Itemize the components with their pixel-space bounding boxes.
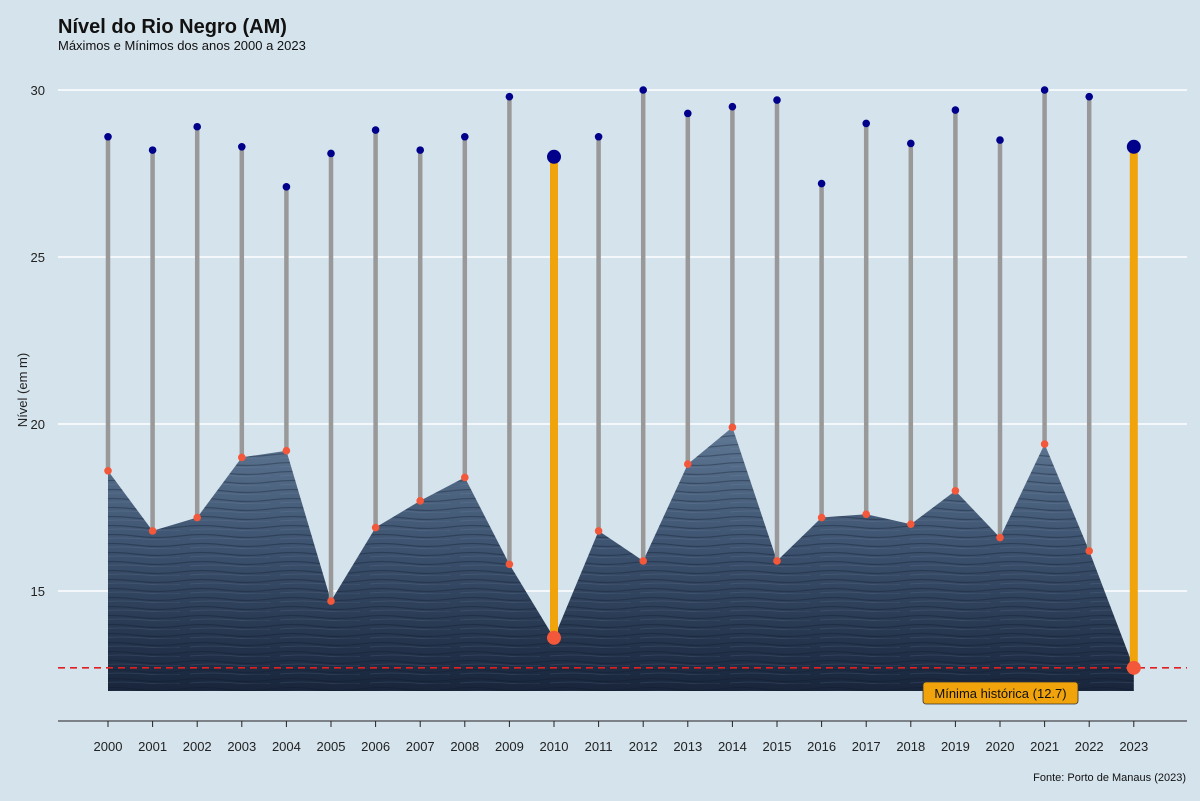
y-tick-label-30: 30 bbox=[31, 83, 45, 98]
x-tick-label-2014: 2014 bbox=[718, 739, 747, 754]
x-tick-label-2010: 2010 bbox=[540, 739, 569, 754]
min-point-2008 bbox=[461, 473, 469, 482]
x-tick-label-2017: 2017 bbox=[852, 739, 881, 754]
min-point-2006 bbox=[371, 523, 380, 532]
max-point-2018 bbox=[907, 139, 915, 148]
max-point-2010 bbox=[547, 149, 561, 164]
max-point-2006 bbox=[371, 126, 380, 134]
max-point-2004 bbox=[282, 183, 291, 191]
x-tick-label-2012: 2012 bbox=[629, 739, 658, 754]
x-tick-label-2018: 2018 bbox=[896, 739, 925, 754]
min-point-2016 bbox=[817, 513, 826, 522]
max-point-2016 bbox=[817, 179, 826, 188]
x-tick-label-2007: 2007 bbox=[406, 739, 435, 754]
min-point-2022 bbox=[1085, 547, 1093, 555]
points bbox=[104, 86, 1141, 675]
y-tick-label-15: 15 bbox=[31, 584, 45, 599]
min-point-2015 bbox=[773, 557, 781, 565]
min-point-2013 bbox=[684, 460, 692, 468]
max-point-2019 bbox=[951, 106, 960, 114]
max-point-2002 bbox=[193, 122, 201, 131]
x-tick-label-2005: 2005 bbox=[317, 739, 346, 754]
max-point-2012 bbox=[639, 86, 647, 94]
max-point-2008 bbox=[461, 132, 469, 141]
x-tick-label-2000: 2000 bbox=[94, 739, 123, 754]
x-tick-label-2015: 2015 bbox=[763, 739, 792, 754]
x-tick-label-2023: 2023 bbox=[1119, 739, 1148, 754]
min-point-2011 bbox=[594, 527, 603, 535]
min-point-2017 bbox=[862, 510, 870, 518]
x-tick-label-2016: 2016 bbox=[807, 739, 836, 754]
x-tick-label-2020: 2020 bbox=[986, 739, 1015, 754]
min-point-2001 bbox=[148, 527, 157, 535]
x-tick-label-2022: 2022 bbox=[1075, 739, 1104, 754]
min-point-2005 bbox=[327, 597, 335, 605]
water-texture bbox=[108, 427, 1134, 691]
chart-subtitle: Máximos e Mínimos dos anos 2000 a 2023 bbox=[58, 38, 306, 53]
min-point-2010 bbox=[547, 630, 561, 645]
max-point-2023 bbox=[1126, 139, 1141, 154]
min-point-2003 bbox=[238, 453, 246, 462]
min-point-2018 bbox=[907, 520, 915, 528]
max-point-2007 bbox=[416, 146, 425, 154]
x-tick-label-2008: 2008 bbox=[450, 739, 479, 754]
max-point-2014 bbox=[728, 102, 737, 111]
max-point-2011 bbox=[594, 132, 603, 141]
min-point-2004 bbox=[282, 446, 291, 455]
min-point-2000 bbox=[104, 466, 112, 475]
y-axis-title: Nível (em m) bbox=[15, 353, 30, 427]
min-point-2019 bbox=[951, 487, 960, 495]
segments bbox=[105, 90, 1138, 668]
max-point-2001 bbox=[148, 146, 157, 154]
max-point-2013 bbox=[684, 109, 692, 118]
max-point-2015 bbox=[773, 96, 781, 104]
max-point-2022 bbox=[1085, 92, 1093, 101]
max-point-2009 bbox=[505, 92, 514, 101]
annotation-label: Mínima histórica (12.7) bbox=[934, 686, 1066, 701]
min-point-2007 bbox=[416, 497, 425, 505]
x-tick-label-2013: 2013 bbox=[673, 739, 702, 754]
min-point-2009 bbox=[505, 560, 514, 569]
min-point-2014 bbox=[728, 423, 737, 432]
x-tick-label-2003: 2003 bbox=[227, 739, 256, 754]
x-tick-label-2001: 2001 bbox=[138, 739, 167, 754]
max-point-2000 bbox=[104, 132, 112, 141]
water-area bbox=[108, 427, 1134, 691]
max-point-2021 bbox=[1040, 86, 1049, 94]
y-tick-label-25: 25 bbox=[31, 250, 45, 265]
axes: 2000 2001 2002 2003 2004 2005 2006 2007 2008 2009… bbox=[15, 83, 1187, 754]
x-tick-label-2004: 2004 bbox=[272, 739, 301, 754]
x-tick-label-2002: 2002 bbox=[183, 739, 212, 754]
min-point-2002 bbox=[193, 513, 201, 522]
max-point-2020 bbox=[996, 136, 1004, 144]
x-tick-label-2006: 2006 bbox=[361, 739, 390, 754]
max-point-2017 bbox=[862, 119, 870, 128]
max-point-2005 bbox=[327, 149, 335, 158]
min-point-2012 bbox=[639, 557, 647, 565]
max-point-2003 bbox=[238, 142, 246, 151]
x-tick-label-2011: 2011 bbox=[585, 739, 613, 754]
x-tick-label-2009: 2009 bbox=[495, 739, 524, 754]
x-tick-label-2021: 2021 bbox=[1030, 739, 1059, 754]
annotation-box bbox=[922, 681, 1079, 705]
y-tick-label-20: 20 bbox=[31, 417, 45, 432]
annotation: Mínima histórica (12.7) bbox=[922, 681, 1079, 705]
chart-caption: Fonte: Porto de Manaus (2023) bbox=[1033, 772, 1186, 784]
min-point-2020 bbox=[996, 533, 1004, 542]
x-tick-label-2019: 2019 bbox=[941, 739, 970, 754]
chart-title: Nível do Rio Negro (AM) bbox=[58, 16, 287, 38]
min-point-2021 bbox=[1040, 440, 1049, 448]
min-point-2023 bbox=[1126, 660, 1141, 675]
